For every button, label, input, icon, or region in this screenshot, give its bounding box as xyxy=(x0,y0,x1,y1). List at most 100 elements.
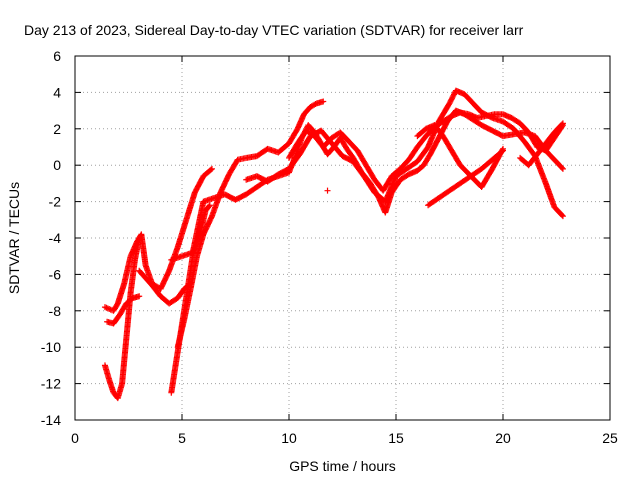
trace-marker xyxy=(438,130,445,137)
trace-marker xyxy=(508,124,515,131)
trace-marker xyxy=(445,102,452,109)
trace-marker xyxy=(395,167,402,174)
x-tick-label: 0 xyxy=(71,430,79,446)
trace-marker xyxy=(433,196,440,203)
trace-marker xyxy=(134,293,141,300)
trace-marker xyxy=(121,302,128,309)
trace-marker xyxy=(395,179,402,186)
chart-title: Day 213 of 2023, Sidereal Day-to-day VTE… xyxy=(24,22,524,38)
trace-marker xyxy=(476,107,483,114)
y-axis-title: SDTVAR / TECUs xyxy=(6,182,22,294)
y-tick-label: -12 xyxy=(41,376,61,392)
grid-layer xyxy=(75,56,610,420)
trace-marker xyxy=(305,106,312,113)
trace-marker xyxy=(486,126,493,133)
trace-marker xyxy=(434,137,441,144)
trace-marker xyxy=(115,313,122,320)
trace-marker xyxy=(344,136,351,143)
plot-frame xyxy=(74,55,611,421)
x-tick-label: 5 xyxy=(178,430,186,446)
trace-marker xyxy=(523,127,530,134)
trace-marker xyxy=(447,145,454,152)
trace-marker xyxy=(240,192,247,199)
trace-marker xyxy=(541,142,548,149)
trace-marker xyxy=(549,154,556,161)
trace-marker xyxy=(443,120,450,127)
trace-marker xyxy=(532,141,539,148)
data-series xyxy=(517,120,566,169)
trace-marker xyxy=(487,158,494,165)
trace-marker xyxy=(412,146,419,153)
data-marks xyxy=(101,87,566,402)
trace-marker xyxy=(283,142,290,149)
trace-marker xyxy=(293,128,300,135)
trace-marker xyxy=(401,167,408,174)
trace-marker xyxy=(476,120,483,127)
data-point xyxy=(324,187,331,194)
trace-marker xyxy=(497,149,504,156)
trace-marker xyxy=(207,166,214,173)
data-series xyxy=(104,293,143,327)
trace-marker xyxy=(498,148,505,155)
trace-marker xyxy=(262,147,269,154)
trace-marker xyxy=(420,127,427,134)
trace-marker xyxy=(558,211,565,218)
trace-marker xyxy=(519,136,526,143)
x-tick-label: 25 xyxy=(602,430,618,446)
trace-marker xyxy=(209,195,216,202)
trace-marker xyxy=(558,164,565,171)
trace-marker xyxy=(147,280,154,287)
trace-marker xyxy=(532,153,539,160)
trace-marker xyxy=(370,187,377,194)
trace-marker xyxy=(326,136,333,143)
trace-marker xyxy=(293,142,300,149)
x-tick-label: 15 xyxy=(388,430,404,446)
trace-marker xyxy=(347,157,354,164)
x-tick-label: 10 xyxy=(281,430,297,446)
trace-marker xyxy=(311,101,318,108)
trace-marker xyxy=(423,146,430,153)
trace-marker xyxy=(481,113,488,120)
trace-marker xyxy=(251,185,258,192)
trace-marker xyxy=(113,302,120,309)
trace-marker xyxy=(233,159,240,166)
trace-marker xyxy=(418,164,425,171)
x-tick-label: 20 xyxy=(495,430,511,446)
trace-marker xyxy=(549,131,556,138)
trace-marker xyxy=(205,204,212,211)
data-series xyxy=(425,147,506,209)
trace-marker xyxy=(514,118,521,125)
trace-marker xyxy=(140,272,147,279)
trace-marker xyxy=(444,189,451,196)
trace-marker xyxy=(464,110,471,117)
trace-marker xyxy=(454,182,461,189)
trace-marker xyxy=(155,291,162,298)
y-tick-label: 4 xyxy=(53,84,61,100)
trace-marker xyxy=(359,170,366,177)
trace-marker xyxy=(104,305,111,312)
trace-marker xyxy=(387,175,394,182)
trace-marker xyxy=(446,114,453,121)
y-tick-label: -8 xyxy=(49,303,62,319)
trace-marker xyxy=(135,236,142,243)
trace-marker xyxy=(403,172,410,179)
trace-marker xyxy=(206,167,213,174)
trace-marker xyxy=(558,122,565,129)
trace-marker xyxy=(476,167,483,174)
y-tick-label: -6 xyxy=(49,266,62,282)
trace-marker xyxy=(558,163,565,170)
trace-marker xyxy=(172,296,179,303)
y-tick-label: -10 xyxy=(41,339,61,355)
trace-marker xyxy=(177,253,184,260)
trace-marker xyxy=(437,120,444,127)
y-tick-label: 2 xyxy=(53,121,61,137)
y-tick-label: 0 xyxy=(53,157,61,173)
trace-marker xyxy=(487,168,494,175)
trace-marker xyxy=(342,143,349,150)
trace-marker xyxy=(412,160,419,167)
trace-marker xyxy=(468,98,475,105)
y-tick-label: -2 xyxy=(49,194,62,210)
trace-marker xyxy=(352,145,359,152)
trace-marker xyxy=(380,196,387,203)
